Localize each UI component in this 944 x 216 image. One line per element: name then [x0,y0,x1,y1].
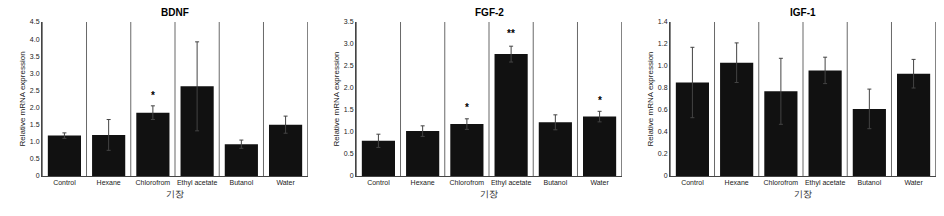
svg-text:Hexane: Hexane [411,179,435,186]
svg-text:0: 0 [664,172,668,179]
svg-text:*: * [151,90,155,101]
svg-text:Control: Control [681,179,704,186]
svg-text:Water: Water [590,179,609,186]
svg-text:1.2: 1.2 [658,40,668,47]
svg-text:기장: 기장 [794,189,812,199]
svg-text:0.8: 0.8 [658,84,668,91]
svg-text:4.5: 4.5 [30,18,40,25]
svg-text:Water: Water [276,179,295,186]
svg-text:Relative mRNA expression: Relative mRNA expression [18,51,27,146]
svg-text:2.5: 2.5 [344,62,354,69]
svg-text:0: 0 [36,172,40,179]
svg-text:2.0: 2.0 [344,84,354,91]
svg-text:0.5: 0.5 [30,155,40,162]
svg-text:Control: Control [367,179,390,186]
svg-text:Chlorofrom: Chlorofrom [450,179,485,186]
svg-text:2.5: 2.5 [30,87,40,94]
svg-text:FGF-2: FGF-2 [475,7,504,18]
svg-text:0.5: 0.5 [344,150,354,157]
svg-text:Hexane: Hexane [725,179,749,186]
svg-text:IGF-1: IGF-1 [790,7,816,18]
svg-text:Ethyl acetate: Ethyl acetate [177,179,218,187]
svg-text:Control: Control [53,179,76,186]
svg-text:기장: 기장 [166,189,184,199]
svg-text:1.5: 1.5 [344,106,354,113]
svg-text:Chlorofrom: Chlorofrom [764,179,799,186]
svg-text:Ethyl acetate: Ethyl acetate [491,179,532,187]
svg-text:3.5: 3.5 [30,53,40,60]
svg-text:Butanol: Butanol [857,179,881,186]
svg-text:Butanol: Butanol [543,179,567,186]
svg-text:*: * [465,102,469,113]
svg-text:3.5: 3.5 [344,18,354,25]
svg-text:*: * [598,95,602,106]
svg-text:3.0: 3.0 [30,70,40,77]
svg-text:3.0: 3.0 [344,40,354,47]
svg-text:1.0: 1.0 [658,62,668,69]
svg-text:Ethyl acetate: Ethyl acetate [805,179,846,187]
svg-text:**: ** [507,28,515,39]
svg-text:0.4: 0.4 [658,128,668,135]
svg-text:Chlorofrom: Chlorofrom [136,179,171,186]
svg-text:1.0: 1.0 [344,128,354,135]
svg-text:1.0: 1.0 [30,138,40,145]
svg-text:0.6: 0.6 [658,106,668,113]
svg-text:0: 0 [350,172,354,179]
svg-text:Hexane: Hexane [97,179,121,186]
svg-text:Relative mRNA expression: Relative mRNA expression [646,51,655,146]
svg-text:1.4: 1.4 [658,18,668,25]
svg-text:1.5: 1.5 [30,121,40,128]
svg-text:2.0: 2.0 [30,104,40,111]
svg-text:4.0: 4.0 [30,36,40,43]
svg-text:Relative mRNA expression: Relative mRNA expression [332,51,341,146]
svg-text:BDNF: BDNF [161,7,189,18]
svg-text:기장: 기장 [480,189,498,199]
svg-text:Water: Water [904,179,923,186]
svg-text:Butanol: Butanol [229,179,253,186]
svg-text:0.2: 0.2 [658,150,668,157]
